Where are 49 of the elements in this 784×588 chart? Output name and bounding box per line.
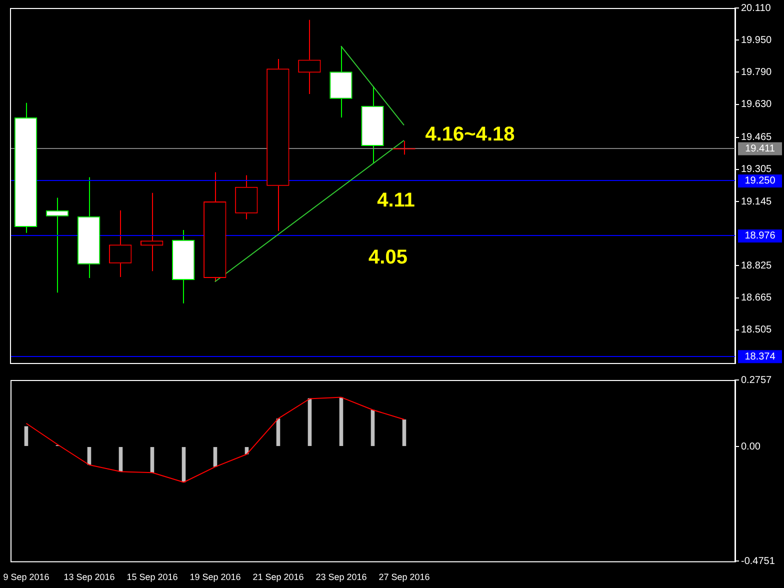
bar: [182, 447, 186, 482]
candlestick: [77, 176, 100, 278]
candlestick: [235, 174, 258, 220]
candlestick: [330, 46, 352, 118]
y-tick-label: 18.505: [741, 324, 772, 336]
y-tick-label: 19.950: [741, 34, 772, 46]
bar: [150, 447, 154, 473]
y-tick-label: 19.790: [741, 66, 772, 78]
candlestick: [46, 197, 69, 294]
candlestick: [14, 102, 38, 234]
bar: [276, 418, 280, 446]
bar: [213, 447, 218, 467]
x-tick-label: 9 Sep 2016: [3, 572, 50, 582]
candlestick: [298, 19, 321, 95]
y-tick-label: 0.2757: [741, 374, 772, 386]
y-tick-label: -0.4751: [741, 556, 776, 567]
bar: [339, 397, 344, 446]
bar: [118, 447, 123, 472]
candlestick: [204, 172, 226, 282]
x-tick-label: 27 Sep 2016: [378, 572, 430, 582]
y-tick-label: 18.665: [741, 292, 772, 304]
x-tick-label: 15 Sep 2016: [126, 572, 178, 582]
bar: [308, 398, 312, 446]
ref-line-label: 18.374: [744, 351, 776, 362]
y-tick-label: 19.465: [741, 132, 772, 144]
y-tick-label: 19.630: [741, 99, 772, 110]
bar: [402, 420, 406, 446]
candlestick: [140, 192, 164, 272]
candlestick: [361, 86, 384, 164]
annotation: 4.11: [377, 190, 415, 212]
annotation: 4.16~4.18: [425, 124, 515, 146]
x-tick-label: 23 Sep 2016: [316, 572, 367, 582]
annotation: 4.05: [368, 246, 408, 269]
ref-line-label: 19.250: [744, 176, 776, 187]
candlestick: [108, 210, 132, 278]
y-tick-label: 18.825: [741, 260, 772, 272]
y-tick-label: 20.110: [741, 2, 772, 14]
ref-line-label: 18.976: [744, 230, 776, 242]
y-tick-label: 19.305: [741, 164, 772, 176]
bar: [370, 410, 375, 446]
y-tick-label: 19.145: [741, 196, 772, 208]
x-tick-label: 19 Sep 2016: [190, 572, 241, 582]
x-tick-label: 13 Sep 2016: [64, 572, 115, 582]
bar: [24, 426, 28, 446]
y-tick-label: 0.00: [741, 441, 761, 452]
x-tick-label: 21 Sep 2016: [252, 572, 304, 582]
candlestick: [172, 230, 195, 304]
candlestick: [266, 58, 290, 232]
ref-line-label: 19.411: [745, 143, 776, 154]
